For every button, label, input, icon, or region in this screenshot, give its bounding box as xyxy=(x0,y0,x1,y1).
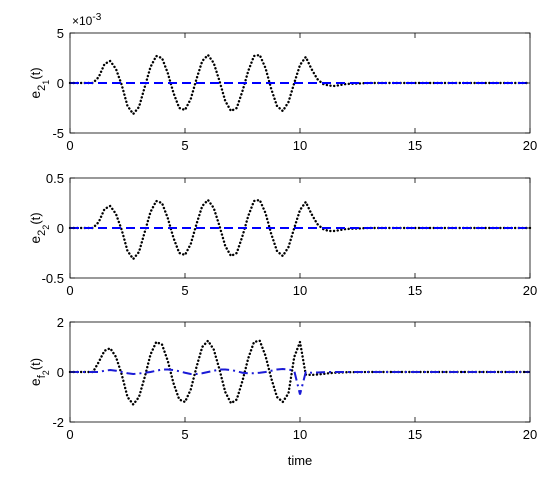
y-tick-label: 0 xyxy=(57,365,64,380)
x-tick-label: 5 xyxy=(181,283,188,298)
y-tick-label: -0.5 xyxy=(42,271,64,286)
y-tick-label: 5 xyxy=(57,26,64,41)
y-tick-label: -2 xyxy=(52,415,64,430)
y-label-suffix: (t) xyxy=(28,212,43,224)
y-label-main: e xyxy=(27,91,43,99)
y-tick-label: 0.5 xyxy=(46,171,64,186)
x-tick-label: 5 xyxy=(181,427,188,442)
y-tick-label: -5 xyxy=(52,126,64,141)
y-label-subsub: 2 xyxy=(41,370,51,375)
x-tick-label: 0 xyxy=(66,283,73,298)
x-tick-label: 10 xyxy=(293,283,307,298)
y-tick-label: 2 xyxy=(57,315,64,330)
x-tick-label: 0 xyxy=(66,427,73,442)
data-line xyxy=(70,367,530,395)
x-tick-label: 20 xyxy=(523,138,537,153)
x-tick-label: 15 xyxy=(408,138,422,153)
multiplier-exponent: -3 xyxy=(92,12,101,23)
data-line xyxy=(68,198,532,261)
y-axis-label: e22(t) xyxy=(27,212,51,243)
x-axis-label: time xyxy=(288,453,313,468)
y-label-subsub: 2 xyxy=(41,225,51,230)
y-tick-label: 0 xyxy=(57,221,64,236)
y-axis-label: ef2(t) xyxy=(27,358,51,386)
x-tick-label: 20 xyxy=(523,427,537,442)
y-label-main: e xyxy=(27,378,43,386)
y-label-sub: f xyxy=(36,374,48,378)
x-tick-label: 10 xyxy=(293,427,307,442)
y-tick-label: 0 xyxy=(57,76,64,91)
x-tick-label: 0 xyxy=(66,138,73,153)
axis-multiplier: ×10-3 xyxy=(72,12,102,28)
y-axis-label: e21(t) xyxy=(27,67,51,98)
y-label-sub: 2 xyxy=(36,230,48,236)
y-label-suffix: (t) xyxy=(28,67,43,79)
x-tick-label: 10 xyxy=(293,138,307,153)
x-tick-label: 15 xyxy=(408,283,422,298)
data-line xyxy=(68,53,532,116)
x-tick-label: 15 xyxy=(408,427,422,442)
x-tick-label: 5 xyxy=(181,138,188,153)
y-label-suffix: (t) xyxy=(28,358,43,370)
y-label-sub: 2 xyxy=(36,85,48,91)
y-label-main: e xyxy=(27,236,43,244)
y-label-subsub: 1 xyxy=(41,80,51,85)
x-tick-label: 20 xyxy=(523,283,537,298)
multiplier-base: ×10 xyxy=(72,14,93,28)
